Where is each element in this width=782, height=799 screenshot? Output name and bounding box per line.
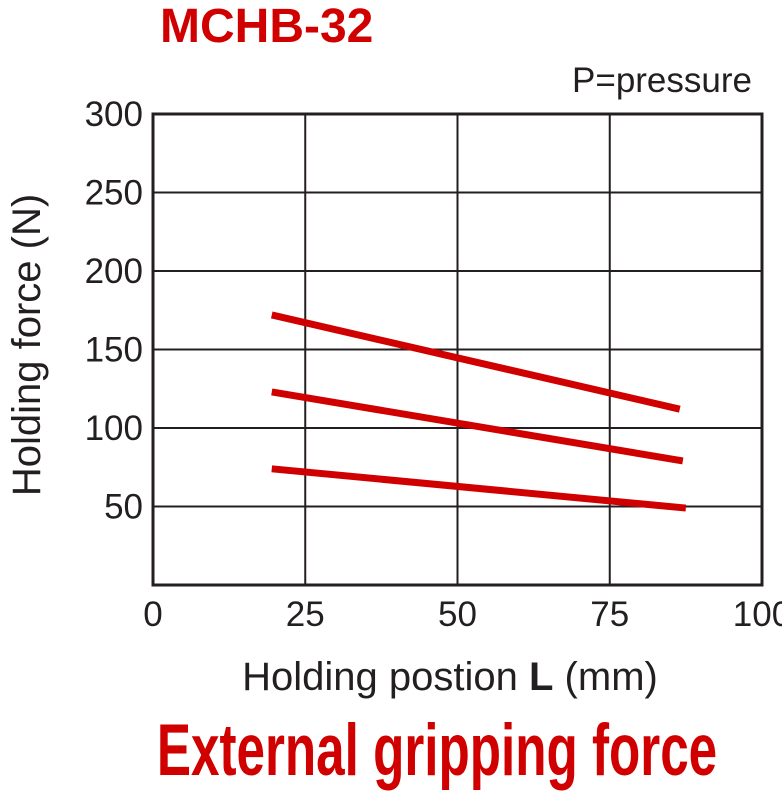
x-tick-label: 25 [286, 595, 325, 634]
series-line [271, 465, 687, 512]
y-tick-label: 50 [104, 488, 143, 527]
x-label-variable: L [529, 655, 553, 699]
series-lines [270, 311, 687, 512]
chart-title: MCHB-32 [160, 0, 373, 53]
y-tick-label: 200 [85, 252, 143, 291]
x-label-unit: (mm) [553, 655, 657, 699]
grid [153, 114, 762, 585]
series-line [271, 388, 684, 465]
tick-labels: 0 25 50 75 100 50 100 150 200 250 300 [85, 95, 782, 634]
x-axis-label: Holding postion L (mm) [242, 655, 658, 699]
y-tick-label: 250 [85, 174, 143, 213]
chart-subtitle: External gripping force [157, 710, 717, 791]
x-tick-label: 50 [438, 595, 477, 634]
series-line [270, 311, 681, 413]
x-label-part: Holding postion [242, 655, 529, 699]
y-tick-label: 300 [85, 95, 143, 134]
y-axis-label: Holding force (N) [5, 194, 49, 496]
y-tick-label: 150 [85, 331, 143, 370]
plot-frame [151, 112, 764, 587]
y-tick-label: 100 [85, 409, 143, 448]
pressure-annotation: P=pressure [572, 61, 752, 100]
x-tick-label: 0 [143, 595, 162, 634]
x-tick-label: 100 [733, 595, 782, 634]
x-tick-label: 75 [590, 595, 629, 634]
